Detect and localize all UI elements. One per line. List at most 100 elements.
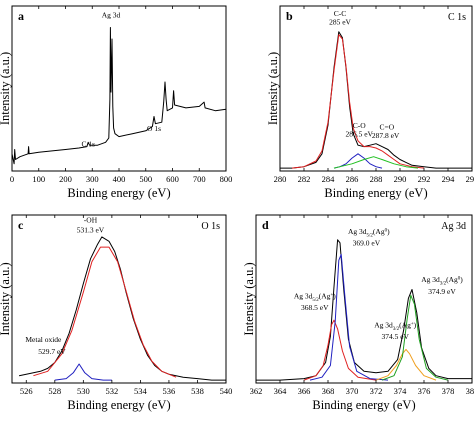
x-tick-label: 540 bbox=[220, 386, 233, 396]
annotation-label: Ag 3d bbox=[102, 10, 121, 19]
annotation-sub: 5/2 bbox=[367, 233, 374, 238]
x-tick-label: 530 bbox=[77, 386, 90, 396]
corner-label: O 1s bbox=[201, 221, 220, 232]
annotation-tail: (Ag bbox=[446, 275, 458, 284]
annotation-label: C-C bbox=[334, 9, 347, 18]
annotation-label: 287.8 eV bbox=[372, 131, 400, 140]
x-tick-label: 362 bbox=[250, 386, 263, 396]
x-tick-label: 372 bbox=[370, 386, 383, 396]
annotation-sup: 0 bbox=[385, 228, 388, 233]
x-tick-label: 0 bbox=[10, 174, 14, 184]
panel-letter: d bbox=[262, 218, 269, 232]
series-line-1 bbox=[291, 34, 425, 169]
plot-frame bbox=[279, 5, 473, 172]
annotation-label: 531.3 eV bbox=[77, 226, 105, 235]
annotation-sup: + bbox=[411, 322, 414, 327]
x-tick-label: 378 bbox=[442, 386, 455, 396]
annotation-sub: 3/2 bbox=[440, 282, 447, 287]
annotation-text: Ag 3d bbox=[294, 291, 313, 300]
corner-label: C 1s bbox=[448, 12, 466, 23]
plot-frame bbox=[11, 214, 227, 384]
x-tick-label: 292 bbox=[418, 174, 431, 184]
x-axis-title: Binding energy (eV) bbox=[67, 186, 170, 200]
x-tick-label: 364 bbox=[274, 386, 288, 396]
x-tick-label: 534 bbox=[134, 386, 148, 396]
annotation-label: Metal oxide bbox=[25, 335, 62, 344]
x-tick-label: 284 bbox=[322, 174, 336, 184]
x-tick-label: 370 bbox=[346, 386, 359, 396]
x-tick-label: 368 bbox=[322, 386, 335, 396]
x-tick-label: 526 bbox=[20, 386, 33, 396]
annotation-sup: 0 bbox=[458, 277, 461, 282]
panel-letter: a bbox=[18, 9, 24, 23]
x-tick-label: 532 bbox=[105, 386, 118, 396]
annotation-label: Ag 3d5/2(Ag+) bbox=[294, 291, 336, 303]
x-tick-label: 280 bbox=[274, 174, 287, 184]
x-tick-label: 288 bbox=[370, 174, 383, 184]
panel-d: 362 364 366 368 370 372 374 376 378 380 Binding en… bbox=[242, 214, 474, 412]
annotation-tail: (Ag bbox=[399, 320, 411, 329]
panel-a: 0 100 200 300 400 500 600 700 800 Binding energy … bbox=[0, 5, 233, 200]
series-line-4 bbox=[381, 294, 449, 381]
x-axis-title: Binding energy (eV) bbox=[67, 398, 170, 412]
series-line-2 bbox=[309, 253, 389, 381]
x-tick-label: 294 bbox=[442, 174, 456, 184]
x-tick-label: 376 bbox=[418, 386, 431, 396]
annotation-close: ) bbox=[414, 320, 417, 329]
plot-frame bbox=[255, 214, 473, 384]
x-tick-label: 380 bbox=[466, 386, 474, 396]
x-axis-title: Binding energy (eV) bbox=[324, 186, 427, 200]
annotation-label: 286.5 eV bbox=[345, 130, 373, 139]
x-tick-label: 536 bbox=[163, 386, 176, 396]
annotation-tail: (Ag bbox=[319, 291, 331, 300]
plot-frame bbox=[11, 5, 227, 172]
annotation-label: Ag 3d3/2(Ag+) bbox=[374, 320, 416, 332]
y-axis-title: Intensity (a.u.) bbox=[266, 52, 280, 125]
series-line-0 bbox=[256, 239, 472, 381]
x-tick-label: 374 bbox=[394, 386, 408, 396]
series-line-3 bbox=[375, 348, 437, 381]
x-tick-label: 100 bbox=[32, 174, 45, 184]
x-tick-label: 700 bbox=[193, 174, 206, 184]
annotation-label: 368.5 eV bbox=[301, 303, 329, 312]
annotation-label: C-O bbox=[353, 121, 367, 130]
series-line-1 bbox=[33, 246, 177, 378]
annotation-text: Ag 3d bbox=[374, 320, 393, 329]
y-axis-title: Intensity (a.u.) bbox=[0, 52, 12, 125]
x-tick-label: 800 bbox=[220, 174, 233, 184]
annotation-text: Ag 3d bbox=[421, 275, 440, 284]
annotation-sup: + bbox=[330, 293, 333, 298]
y-axis-title: Intensity (a.u.) bbox=[242, 262, 256, 335]
annotation-close: ) bbox=[460, 275, 463, 284]
annotation-sub: 3/2 bbox=[393, 327, 400, 332]
panel-b: 280 282 284 286 288 290 292 294 296 Binding energ… bbox=[266, 5, 474, 200]
series-line-0 bbox=[18, 236, 226, 381]
corner-label: Ag 3d bbox=[441, 221, 466, 232]
x-tick-label: 528 bbox=[48, 386, 61, 396]
annotation-label: C 1s bbox=[81, 140, 95, 149]
annotation-text: Ag 3d bbox=[348, 227, 367, 236]
x-tick-label: 500 bbox=[139, 174, 152, 184]
annotation-label: C=O bbox=[379, 122, 394, 131]
annotation-label: Ag 3d3/2(Ag0) bbox=[421, 275, 463, 287]
series-line-0 bbox=[11, 27, 227, 165]
series-line-2 bbox=[54, 363, 112, 381]
x-tick-label: 282 bbox=[298, 174, 311, 184]
x-tick-label: 200 bbox=[59, 174, 72, 184]
x-tick-label: 286 bbox=[346, 174, 359, 184]
annotation-label: 285 eV bbox=[329, 18, 351, 27]
x-tick-label: 366 bbox=[298, 386, 311, 396]
annotation-label: -OH bbox=[84, 215, 98, 224]
annotation-label: Ag 3d5/2(Ag0) bbox=[348, 227, 390, 239]
x-tick-label: 400 bbox=[113, 174, 126, 184]
x-tick-label: 296 bbox=[466, 174, 474, 184]
annotation-close: ) bbox=[387, 227, 390, 236]
annotation-close: ) bbox=[333, 291, 336, 300]
panel-letter: b bbox=[286, 9, 293, 23]
x-tick-label: 290 bbox=[394, 174, 407, 184]
annotation-sub: 5/2 bbox=[312, 298, 319, 303]
panel-c: 526 528 530 532 534 536 538 540 Binding energy (… bbox=[0, 214, 233, 412]
annotation-label: 374.9 eV bbox=[428, 287, 456, 296]
series-line-1 bbox=[303, 319, 377, 381]
